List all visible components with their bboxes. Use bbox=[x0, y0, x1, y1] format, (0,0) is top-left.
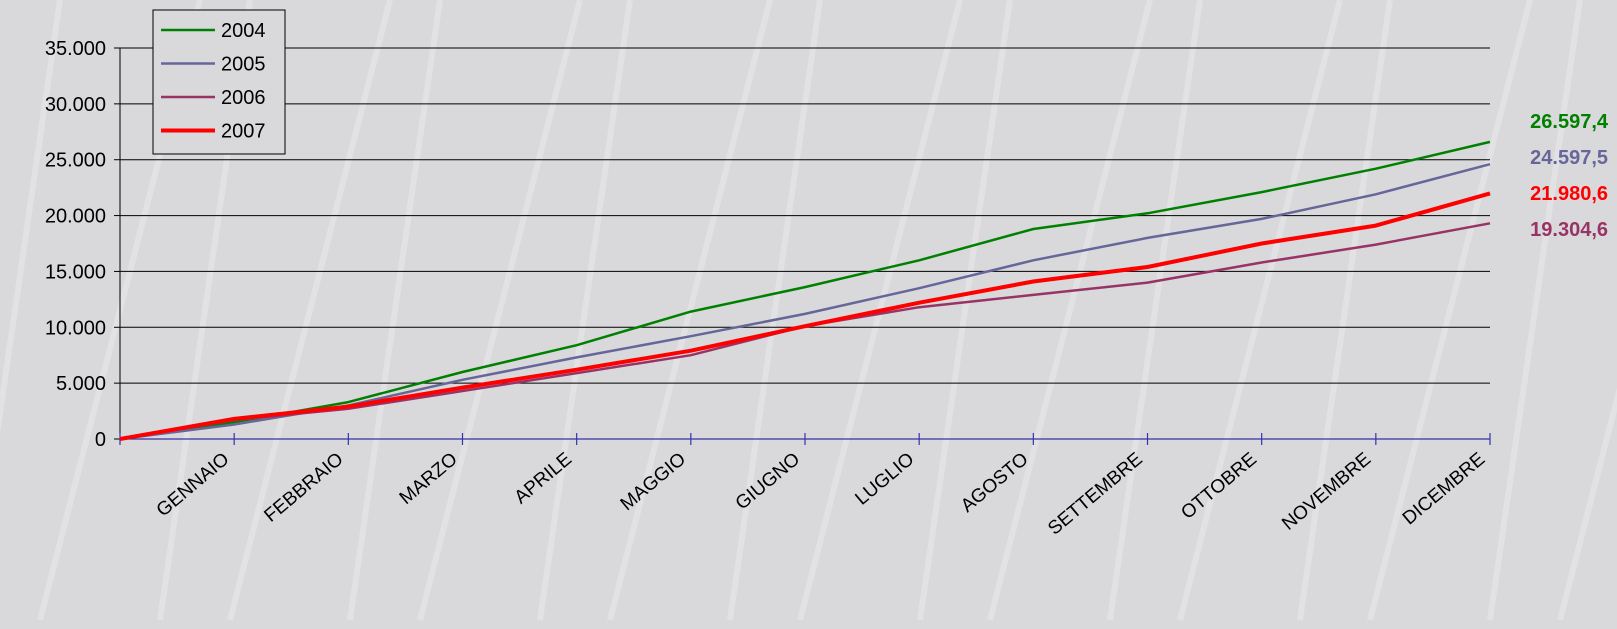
axes bbox=[119, 48, 1491, 445]
x-tick-label: SETTEMBRE bbox=[1044, 449, 1146, 540]
y-tick-label: 10.000 bbox=[45, 317, 106, 339]
series-lines bbox=[119, 140, 1491, 441]
legend-label-2004: 2004 bbox=[221, 20, 266, 42]
background-stroke bbox=[1107, 0, 1343, 621]
background-stroke bbox=[1297, 0, 1533, 621]
legend: 2004 2005 2006 2007 bbox=[152, 9, 286, 155]
background-stroke bbox=[1487, 0, 1617, 621]
background-stroke bbox=[727, 0, 963, 621]
y-tick-label: 20.000 bbox=[45, 206, 106, 228]
legend-label-2006: 2006 bbox=[221, 87, 266, 109]
background-stroke bbox=[917, 0, 1153, 621]
x-tick-label: NOVEMBRE bbox=[1278, 449, 1375, 535]
end-label-2004: 26.597,4 bbox=[1530, 111, 1609, 133]
x-tick-label: GIUGNO bbox=[732, 449, 805, 515]
x-tick-label: APRILE bbox=[511, 449, 576, 509]
y-tick-label: 0 bbox=[95, 429, 106, 451]
legend-label-2007: 2007 bbox=[221, 121, 266, 143]
y-tick-label: 25.000 bbox=[45, 150, 106, 172]
x-tick-labels: GENNAIO FEBBRAIO MARZO APRILE MAGGIO GIUGNO LU… bbox=[153, 449, 1489, 540]
y-tick-label: 5.000 bbox=[56, 373, 106, 395]
series-line-2007 bbox=[119, 191, 1491, 441]
x-tick-label: GENNAIO bbox=[153, 449, 234, 521]
end-value-labels: 26.597,4 24.597,5 21.980,6 19.304,6 bbox=[1530, 111, 1609, 241]
x-tick-label: LUGLIO bbox=[851, 449, 918, 510]
background-stroke bbox=[537, 0, 773, 621]
end-label-2005: 24.597,5 bbox=[1530, 147, 1608, 169]
legend-label-2005: 2005 bbox=[221, 54, 266, 76]
gridlines bbox=[114, 47, 1490, 440]
y-tick-label: 35.000 bbox=[45, 38, 106, 60]
end-label-2006: 19.304,6 bbox=[1530, 219, 1608, 241]
y-tick-labels: 0 5.000 10.000 15.000 20.000 25.000 30.000 35.0… bbox=[45, 38, 106, 451]
background-stroke bbox=[347, 0, 583, 621]
end-label-2007: 21.980,6 bbox=[1530, 183, 1608, 205]
series-line-2004 bbox=[119, 140, 1491, 441]
y-tick-label: 30.000 bbox=[45, 94, 106, 116]
y-tick-label: 15.000 bbox=[45, 261, 106, 283]
